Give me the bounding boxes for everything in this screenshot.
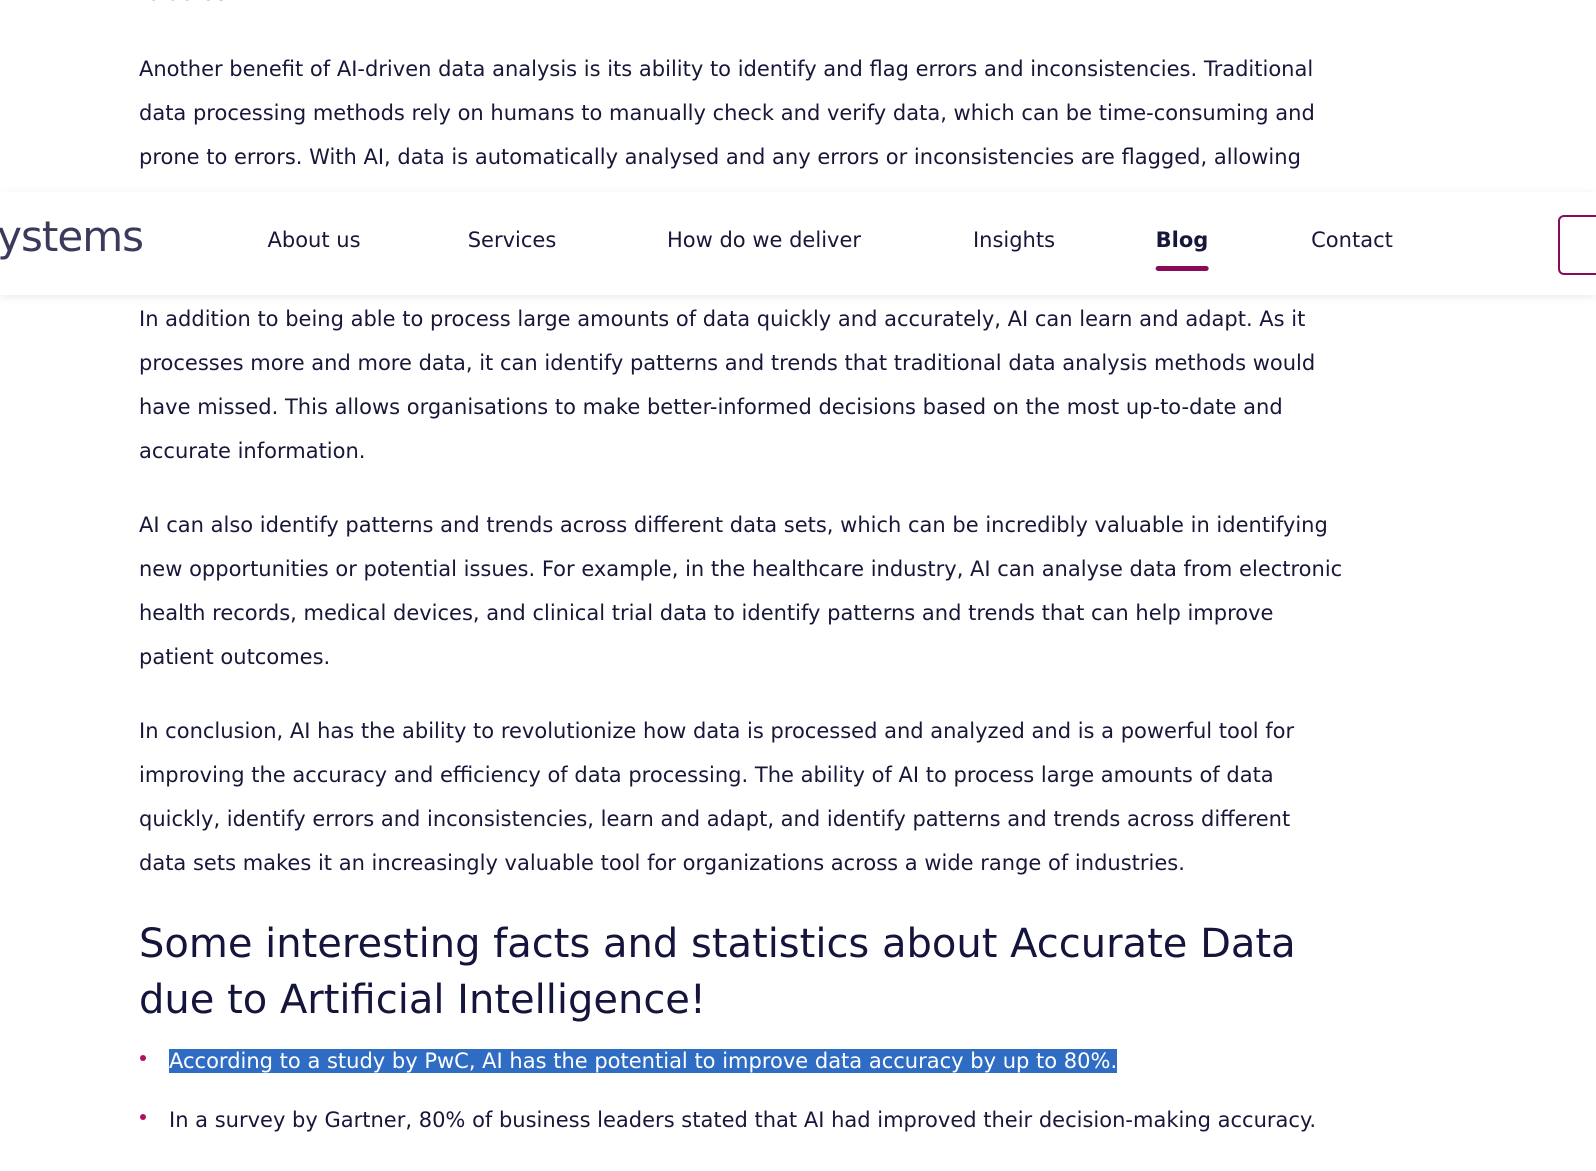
- text-line: new opportunities or potential issues. F…: [139, 557, 1343, 581]
- text-line: prone to errors. With AI, data is automa…: [139, 145, 1301, 169]
- nav-link[interactable]: About us: [267, 228, 361, 252]
- paragraph: AI can also identify patterns and trends…: [139, 503, 1342, 679]
- nav-link[interactable]: Blog: [1155, 228, 1209, 271]
- text-line: accurate information.: [139, 439, 366, 463]
- nav-link[interactable]: Services: [467, 228, 557, 252]
- paragraph: In conclusion, AI has the ability to rev…: [139, 709, 1294, 885]
- nav-bar: systems About us Services How do we delive…: [0, 192, 1596, 295]
- active-underline: [1155, 266, 1209, 271]
- text-line: data sets makes it an increasingly valua…: [139, 851, 1185, 875]
- text-line: health records, medical devices, and cli…: [139, 601, 1274, 625]
- text-line: In addition to being able to process lar…: [139, 307, 1306, 331]
- text-line: In conclusion, AI has the ability to rev…: [139, 719, 1295, 743]
- text-line: AI can also identify patterns and trends…: [139, 513, 1328, 537]
- bullet-dot: [140, 1055, 146, 1061]
- nav-link[interactable]: How do we deliver: [666, 228, 862, 252]
- heading-line: Some interesting facts and statistics ab…: [139, 921, 1296, 967]
- bullet-text: According to a study by PwC, AI has the …: [169, 1049, 1118, 1073]
- text-line: patient outcomes.: [139, 645, 331, 669]
- text-line: Another benefit of AI-driven data analys…: [139, 57, 1314, 81]
- text-line: quickly, identify errors and inconsisten…: [139, 807, 1291, 831]
- text-line: improving the accuracy and efficiency of…: [139, 763, 1274, 787]
- nav-link[interactable]: Contact: [1311, 228, 1393, 252]
- heading: Some interesting facts and statistics ab…: [139, 916, 1296, 1028]
- bullet-item: According to a study by PwC, AI has the …: [169, 1039, 1118, 1083]
- text-line: processes more and more data, it can ide…: [139, 351, 1316, 375]
- paragraph: Another benefit of AI-driven data analys…: [139, 47, 1315, 179]
- text-line: data processing methods rely on humans t…: [139, 101, 1315, 125]
- bullet-dot: [140, 1114, 146, 1120]
- paragraph: In addition to being able to process lar…: [139, 297, 1315, 473]
- nav-button[interactable]: [1558, 215, 1596, 275]
- text-line: have missed. This allows organisations t…: [139, 395, 1283, 419]
- heading-line: due to Artificial Intelligence!: [139, 977, 706, 1023]
- bullet-text: In a survey by Gartner, 80% of business …: [169, 1108, 1317, 1132]
- nav-link[interactable]: Insights: [972, 228, 1056, 252]
- bullet-item: In a survey by Gartner, 80% of business …: [169, 1098, 1316, 1142]
- logo[interactable]: systems: [0, 212, 144, 261]
- text-fragment: to detect.: [139, 0, 241, 15]
